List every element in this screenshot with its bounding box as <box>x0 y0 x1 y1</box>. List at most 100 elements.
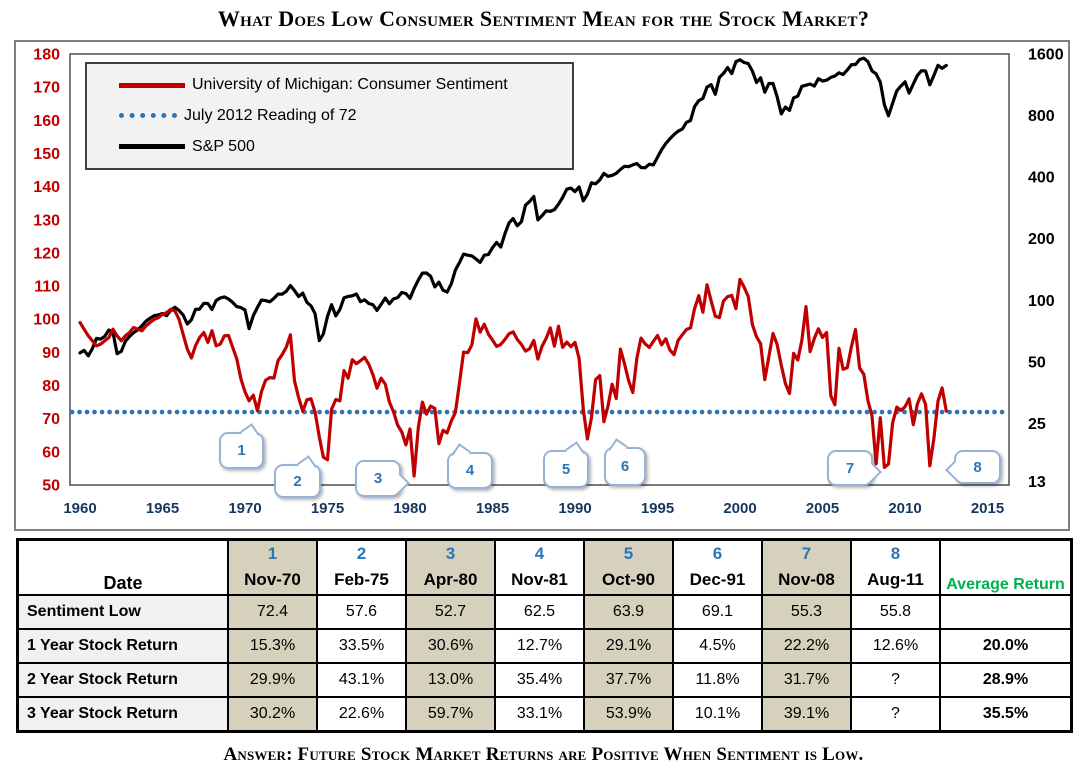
right-axis-tick-label: 400 <box>1028 170 1055 187</box>
july-2012-dotted-swatch-icon <box>119 113 177 119</box>
table-cell: 33.5% <box>316 628 407 664</box>
right-axis-tick-label: 50 <box>1028 354 1046 371</box>
table-cell: 59.7% <box>405 696 496 733</box>
callout-bubble-5: 5 <box>543 441 589 488</box>
event-date: Dec-91 <box>689 570 746 589</box>
table-cell: 4.5% <box>672 628 763 664</box>
x-axis-tick-label: 1975 <box>311 500 344 517</box>
callout-number: 1 <box>237 442 246 459</box>
callout-bubble-2: 2 <box>274 455 321 498</box>
left-axis-tick-label: 170 <box>33 80 60 97</box>
average-return-cell: 20.0% <box>939 628 1073 664</box>
table-cell: 62.5 <box>494 594 585 630</box>
right-axis-tick-label: 13 <box>1028 474 1046 491</box>
answer-caption: Answer: Future Stock Market Returns are … <box>223 744 864 765</box>
x-axis-tick-label: 2015 <box>971 500 1004 517</box>
header-event-4: 4 Nov-81 <box>494 538 585 596</box>
table-cell: ? <box>850 696 941 733</box>
table-cell: 15.3% <box>227 628 318 664</box>
table-row: 3 Year Stock Return 30.2% 22.6% 59.7% 33.1% 5… <box>16 696 1073 733</box>
left-axis-tick-label: 80 <box>42 378 60 395</box>
callout-bubble-6: 6 <box>604 438 646 486</box>
table-cell: 43.1% <box>316 662 407 698</box>
table-cell: 52.7 <box>405 594 496 630</box>
callout-bubble-1: 1 <box>219 423 264 469</box>
legend-item-sentiment: University of Michigan: Consumer Sentime… <box>119 76 572 94</box>
table-cell: 53.9% <box>583 696 674 733</box>
table-row: 2 Year Stock Return 29.9% 43.1% 13.0% 35.4% 3… <box>16 662 1073 698</box>
event-number: 7 <box>801 544 812 563</box>
event-date: Nov-81 <box>511 570 568 589</box>
table-cell: 29.9% <box>227 662 318 698</box>
table-cell: 11.8% <box>672 662 763 698</box>
right-axis-tick-label: 1600 <box>1028 47 1064 64</box>
row-label: Sentiment Low <box>16 594 229 630</box>
sentiment-line-swatch-icon <box>119 82 185 88</box>
x-axis-tick-label: 1995 <box>641 500 674 517</box>
left-axis-tick-label: 140 <box>33 179 60 196</box>
plot-border <box>69 53 1010 486</box>
table-row: Sentiment Low 72.4 57.6 52.7 62.5 63.9 69.1 55.… <box>16 594 1073 630</box>
event-number: 5 <box>623 544 634 563</box>
callout-number: 3 <box>373 470 383 487</box>
x-axis-tick-label: 2000 <box>723 500 756 517</box>
callout-bubble-7: 7 <box>827 450 882 486</box>
table-header-row: Date 1 Nov-70 2 Feb-75 3 Apr-80 4 Nov-81 5 Oct-90 6… <box>16 538 1073 596</box>
average-return-cell: 35.5% <box>939 696 1073 733</box>
sp500-line-swatch-icon <box>119 144 185 150</box>
table-cell: 10.1% <box>672 696 763 733</box>
table-cell: 31.7% <box>761 662 852 698</box>
x-axis-tick-label: 2005 <box>806 500 839 517</box>
table-cell: 29.1% <box>583 628 674 664</box>
average-return-cell <box>939 594 1073 630</box>
event-number: 4 <box>534 544 545 563</box>
header-event-1: 1 Nov-70 <box>227 538 318 596</box>
legend-label-sentiment: University of Michigan: Consumer Sentime… <box>192 76 508 94</box>
header-event-5: 5 Oct-90 <box>583 538 674 596</box>
right-axis-tick-label: 200 <box>1028 231 1055 248</box>
row-label: 2 Year Stock Return <box>16 662 229 698</box>
callout-bubble-3: 3 <box>355 460 410 497</box>
x-axis-tick-label: 1970 <box>228 500 261 517</box>
event-number: 2 <box>356 544 367 563</box>
table-cell: 33.1% <box>494 696 585 733</box>
left-axis-tick-label: 110 <box>34 279 60 296</box>
callout-bubble-4: 4 <box>447 443 493 489</box>
left-axis-tick-label: 120 <box>33 245 60 262</box>
x-axis-tick-label: 2010 <box>888 500 921 517</box>
x-axis-tick-label: 1980 <box>393 500 426 517</box>
event-date: Oct-90 <box>602 570 655 589</box>
left-axis-tick-label: 180 <box>33 47 60 64</box>
page-title: What Does Low Consumer Sentiment Mean fo… <box>217 6 870 31</box>
left-axis-tick-label: 60 <box>42 444 60 461</box>
callout-number: 8 <box>973 458 982 476</box>
event-date: Feb-75 <box>334 570 389 589</box>
returns-table: Date 1 Nov-70 2 Feb-75 3 Apr-80 4 Nov-81 5 Oct-90 6… <box>16 538 1073 733</box>
table-cell: 55.8 <box>850 594 941 630</box>
right-axis-tick-label: 800 <box>1028 108 1055 125</box>
event-number: 3 <box>445 544 456 563</box>
right-axis-tick-label: 100 <box>1028 293 1055 310</box>
header-event-2: 2 Feb-75 <box>316 538 407 596</box>
header-average-return: Average Return <box>939 538 1073 596</box>
table-cell: 39.1% <box>761 696 852 733</box>
table-row: 1 Year Stock Return 15.3% 33.5% 30.6% 12.7% 2… <box>16 628 1073 664</box>
callout-number: 7 <box>845 459 855 477</box>
header-event-6: 6 Dec-91 <box>672 538 763 596</box>
table-cell: 30.6% <box>405 628 496 664</box>
event-date: Aug-11 <box>867 570 924 589</box>
left-axis-tick-label: 150 <box>33 146 60 163</box>
x-axis-tick-label: 1990 <box>558 500 591 517</box>
average-return-cell: 28.9% <box>939 662 1073 698</box>
legend-item-sp500: S&P 500 <box>119 138 572 156</box>
right-axis-tick-label: 25 <box>1028 416 1046 433</box>
event-date: Nov-70 <box>244 570 301 589</box>
header-event-3: 3 Apr-80 <box>405 538 496 596</box>
table-cell: 30.2% <box>227 696 318 733</box>
chart-legend: University of Michigan: Consumer Sentime… <box>85 62 574 170</box>
table-cell: 22.2% <box>761 628 852 664</box>
x-axis-tick-label: 1960 <box>63 500 96 517</box>
chart-canvas: 1801701601501401301201101009080706050160… <box>33 47 1064 518</box>
event-number: 6 <box>712 544 723 563</box>
legend-item-july-2012: July 2012 Reading of 72 <box>119 107 572 125</box>
